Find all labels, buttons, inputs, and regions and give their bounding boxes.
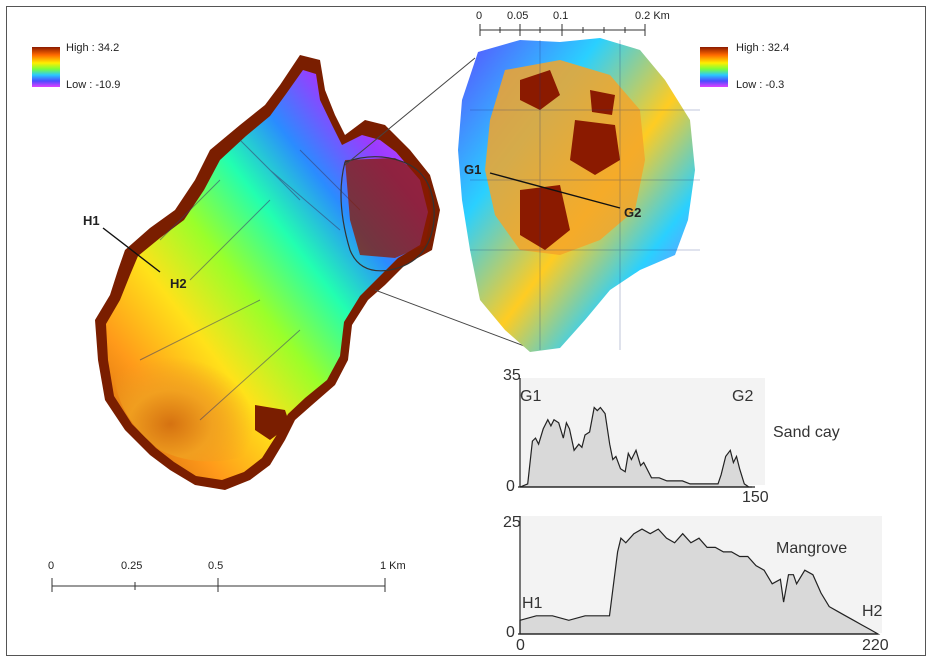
point-label-h2: H2 xyxy=(170,276,187,291)
main-island-map xyxy=(95,55,440,490)
scalebar-bottom-tick-0: 0 xyxy=(48,560,55,572)
point-label-g2: G2 xyxy=(624,205,642,220)
sand-cay-start-label: G1 xyxy=(520,388,542,405)
transect-g1-g2 xyxy=(489,172,621,209)
mangrove-profile-area xyxy=(519,528,881,635)
sand-cay-ytick-max: 35 xyxy=(503,367,521,384)
mangrove-title: Mangrove xyxy=(776,540,848,557)
mangrove-profile-chart xyxy=(518,516,882,635)
point-label-g1: G1 xyxy=(464,162,482,177)
scalebar-bottom-tick-1: 0.25 xyxy=(121,560,143,572)
legend-right-ramp xyxy=(700,47,728,87)
mangrove-xtick-min: 0 xyxy=(516,637,525,654)
scalebar-bottom-tick-2: 0.5 xyxy=(208,560,224,572)
sand-cay-end-label: G2 xyxy=(732,388,754,405)
sand-cay-profile-chart xyxy=(518,378,765,488)
legend-left-high: High : 34.2 xyxy=(66,42,120,54)
sand-cay-ytick-min: 0 xyxy=(506,478,515,495)
transect-h1-h2 xyxy=(102,227,161,273)
scalebar-top-tick-3: 0.2 Km xyxy=(635,10,670,22)
scalebar-top-tick-1: 0.05 xyxy=(507,10,529,22)
zoom-line-top xyxy=(344,57,476,166)
mangrove-xtick-max: 220 xyxy=(862,637,889,654)
scalebar-top-tick-2: 0.1 xyxy=(553,10,569,22)
legend-left-ramp xyxy=(32,47,60,87)
mangrove-ytick-max: 25 xyxy=(503,514,521,531)
scalebar-top xyxy=(479,24,646,36)
legend-left-low: Low : -10.9 xyxy=(66,79,121,91)
figure-frame xyxy=(6,6,926,656)
inset-map xyxy=(458,38,700,352)
zoom-line-bottom xyxy=(374,289,536,351)
sand-cay-xtick-max: 150 xyxy=(742,489,769,506)
sand-cay-profile-area xyxy=(519,406,752,488)
scalebar-bottom xyxy=(51,578,386,592)
legend-right-low: Low : -0.3 xyxy=(736,79,785,91)
scalebar-bottom-tick-3: 1 Km xyxy=(380,560,406,572)
legend-right-high: High : 32.4 xyxy=(736,42,790,54)
scalebar-top-tick-0: 0 xyxy=(476,10,483,22)
mangrove-start-label: H1 xyxy=(522,595,543,612)
point-label-h1: H1 xyxy=(83,213,100,228)
mangrove-end-label: H2 xyxy=(862,603,883,620)
mangrove-ytick-min: 0 xyxy=(506,624,515,641)
sand-cay-title: Sand cay xyxy=(773,424,840,441)
